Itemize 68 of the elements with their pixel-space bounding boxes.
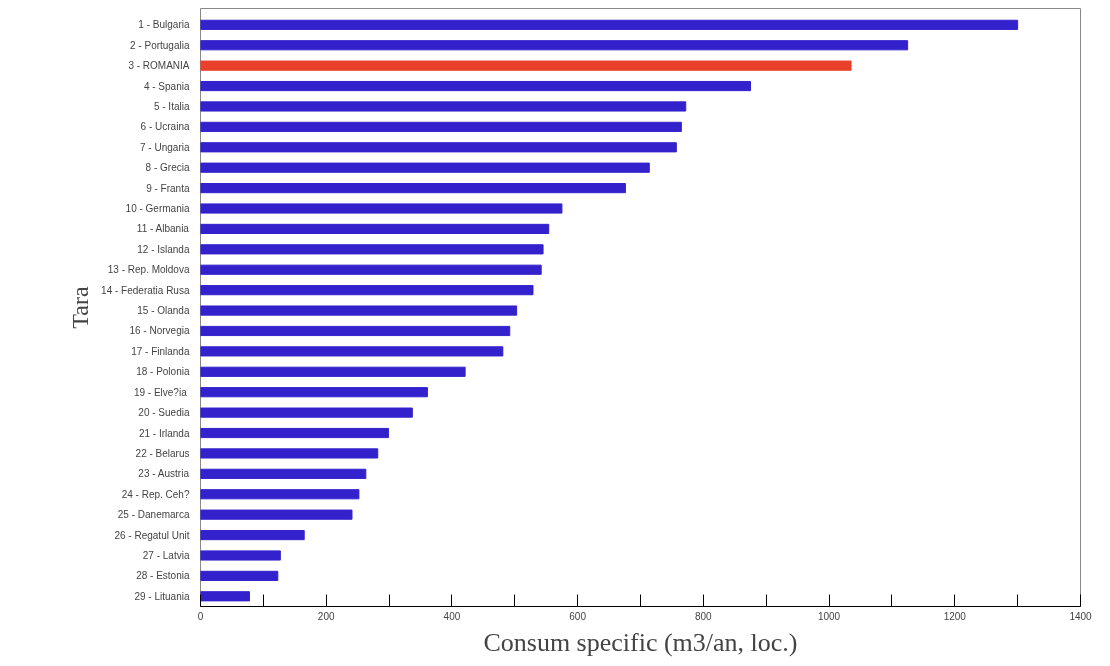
bar: [200, 223, 550, 235]
y-tick-label: 7 - Ungaria: [140, 141, 190, 153]
bar: [200, 40, 909, 51]
bar: [200, 80, 751, 92]
x-tick-label: 800: [695, 610, 713, 622]
y-tick-label: 24 - Rep. Ceh?: [121, 488, 190, 500]
bar: [200, 244, 544, 255]
x-tick-label: 200: [317, 610, 335, 622]
bar: [200, 509, 353, 520]
bar: [200, 305, 518, 316]
y-tick-label: 11 - Albania: [136, 223, 190, 235]
bar: [200, 489, 360, 500]
y-tick-label: 17 - Finlanda: [131, 345, 190, 357]
bar: [200, 285, 534, 296]
bar: [200, 162, 650, 173]
y-tick-label: 13 - Rep. Moldova: [107, 264, 190, 276]
y-tick-label: 2 - Portugalia: [130, 39, 190, 51]
bar: [200, 142, 677, 153]
y-tick-label: 28 - Estonia: [136, 570, 190, 582]
bar: [200, 591, 251, 602]
y-tick-label: 19 - Elve?ia: [133, 386, 188, 398]
bar: [200, 325, 511, 337]
y-tick-label: 5 - Italia: [153, 100, 190, 112]
y-tick-label: 25 - Danemarca: [117, 509, 190, 521]
bar: [200, 346, 504, 357]
bar: [200, 366, 466, 377]
bar: [200, 550, 281, 561]
bar: [200, 407, 413, 418]
bar: [200, 264, 542, 275]
bar: [200, 19, 1019, 30]
y-tick-label: 10 - Germania: [125, 203, 190, 215]
bar: [200, 387, 428, 398]
y-tick-label: 21 - Irlanda: [138, 427, 190, 439]
bar: [200, 427, 389, 439]
bar: [200, 60, 852, 71]
y-tick-label: 8 - Grecia: [145, 162, 190, 174]
y-tick-label: 20 - Suedia: [138, 407, 190, 419]
y-tick-label: 14 - Federatia Rusa: [101, 284, 190, 296]
y-tick-label: 27 - Latvia: [142, 549, 190, 561]
x-tick-label: 400: [443, 610, 461, 622]
y-tick-label: 16 - Norvegia: [129, 325, 190, 337]
bar: [200, 203, 563, 214]
x-tick-label: 1000: [817, 610, 841, 622]
x-tick-label: 1200: [943, 610, 967, 622]
bar: [200, 448, 379, 459]
bar: [200, 183, 626, 194]
bar: [200, 570, 279, 581]
y-tick-label: 29 - Lituania: [134, 590, 190, 602]
bar: [200, 529, 305, 541]
y-tick-label: 1 - Bulgaria: [138, 19, 190, 31]
y-tick-label: 22 - Belarus: [135, 447, 190, 459]
y-tick-label: 23 - Austria: [138, 468, 190, 480]
x-tick-label: 1400: [1069, 610, 1093, 622]
y-tick-label: 18 - Polonia: [136, 366, 190, 378]
x-axis-title: Consum specific (m3/an, loc.): [483, 627, 798, 657]
bar: [200, 468, 367, 479]
y-tick-label: 3 - ROMANIA: [128, 60, 190, 72]
y-tick-label: 15 - Olanda: [137, 305, 190, 317]
bar: [200, 121, 682, 132]
y-tick-label: 12 - Islanda: [137, 243, 190, 255]
y-tick-label: 9 - Franta: [146, 182, 190, 194]
x-tick-label: 0: [197, 610, 204, 622]
y-tick-label: 6 - Ucraina: [140, 121, 190, 133]
y-tick-label: 26 - Regatul Unit: [114, 529, 190, 541]
bar: [200, 101, 687, 112]
x-tick-label: 600: [569, 610, 587, 622]
y-tick-label: 4 - Spania: [143, 80, 190, 92]
y-axis-title: Tara: [67, 286, 94, 329]
